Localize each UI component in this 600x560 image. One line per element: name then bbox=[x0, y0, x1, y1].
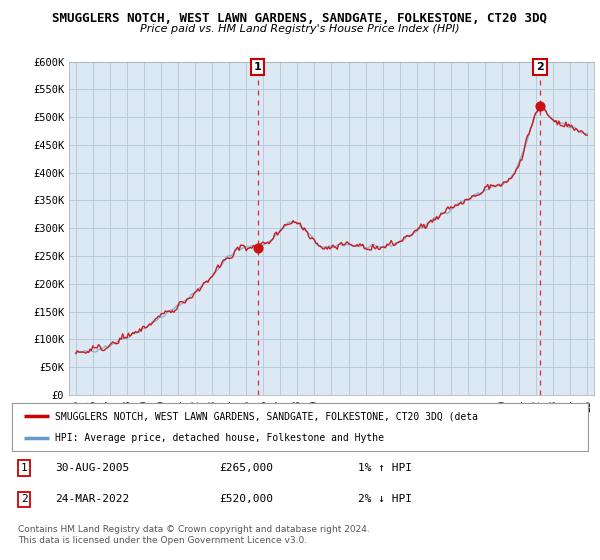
Text: HPI: Average price, detached house, Folkestone and Hythe: HPI: Average price, detached house, Folk… bbox=[55, 433, 384, 443]
Text: 2: 2 bbox=[536, 62, 544, 72]
Text: SMUGGLERS NOTCH, WEST LAWN GARDENS, SANDGATE, FOLKESTONE, CT20 3DQ (deta: SMUGGLERS NOTCH, WEST LAWN GARDENS, SAND… bbox=[55, 411, 478, 421]
Text: 1: 1 bbox=[254, 62, 262, 72]
Text: Price paid vs. HM Land Registry's House Price Index (HPI): Price paid vs. HM Land Registry's House … bbox=[140, 24, 460, 34]
Point bbox=[253, 243, 262, 252]
Text: 2: 2 bbox=[20, 494, 28, 505]
Text: £520,000: £520,000 bbox=[220, 494, 274, 505]
Text: 1% ↑ HPI: 1% ↑ HPI bbox=[358, 463, 412, 473]
Text: SMUGGLERS NOTCH, WEST LAWN GARDENS, SANDGATE, FOLKESTONE, CT20 3DQ: SMUGGLERS NOTCH, WEST LAWN GARDENS, SAND… bbox=[53, 12, 548, 25]
Text: 2% ↓ HPI: 2% ↓ HPI bbox=[358, 494, 412, 505]
Text: Contains HM Land Registry data © Crown copyright and database right 2024.
This d: Contains HM Land Registry data © Crown c… bbox=[18, 525, 370, 545]
Text: 24-MAR-2022: 24-MAR-2022 bbox=[55, 494, 130, 505]
Text: £265,000: £265,000 bbox=[220, 463, 274, 473]
Text: 1: 1 bbox=[20, 463, 28, 473]
Text: 30-AUG-2005: 30-AUG-2005 bbox=[55, 463, 130, 473]
Point bbox=[535, 101, 545, 110]
